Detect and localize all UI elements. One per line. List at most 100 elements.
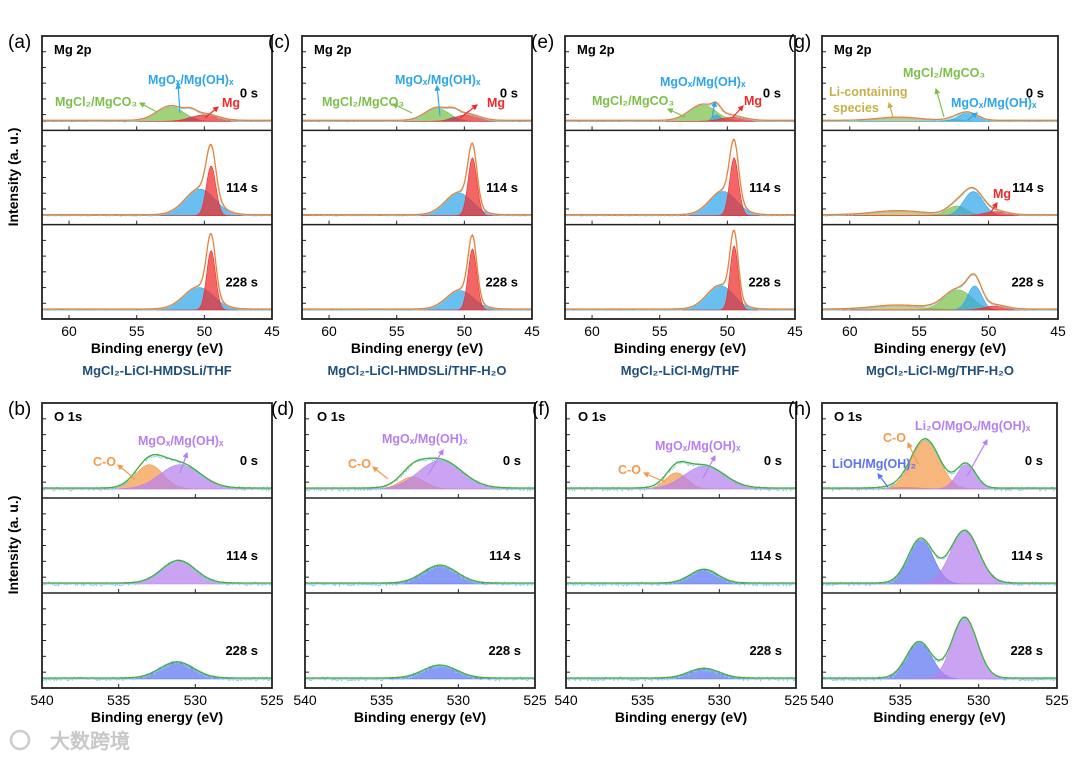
annotation-arrow: [967, 112, 978, 121]
subplot-114s: 114 s: [41, 497, 273, 593]
time-label: 114 s: [226, 548, 258, 563]
envelope-line: [305, 564, 535, 584]
annotation-arrow: [434, 84, 441, 117]
time-label: 228 s: [225, 274, 258, 289]
plot-frame: [564, 35, 796, 320]
annotation-arrow: [966, 438, 988, 477]
x-tick-label: 55: [389, 323, 405, 339]
plot-frame: [821, 35, 1059, 320]
annotation-arrow: [179, 451, 189, 474]
subplot-0s: 0 s: [41, 418, 273, 498]
peak-annotation: MgCl₂/MgCO₃: [55, 95, 137, 109]
annotation-arrow: [372, 466, 389, 480]
x-tick-label: 530: [967, 692, 991, 708]
x-tick-label: 525: [1045, 692, 1069, 708]
envelope-line: [566, 460, 796, 489]
subplot-114s: 114 s: [41, 129, 273, 225]
panel-d: (d) 0 s 114 s 228 s O 1s 540 535 530 525 Binding …: [271, 399, 547, 725]
y-axis-label: Intensity (a. u.): [5, 128, 21, 227]
x-tick-label: 535: [107, 692, 131, 708]
x-tick-label: 45: [787, 323, 803, 339]
envelope-line: [302, 233, 532, 310]
subplot-0s: 0 s: [564, 51, 796, 131]
peak-annotation: MgOₓ/Mg(OH)ₓ: [138, 434, 224, 448]
x-tick-label: 535: [631, 692, 655, 708]
time-label: 228 s: [485, 274, 518, 289]
x-tick-label: 45: [1050, 323, 1066, 339]
raw-data-line: [301, 143, 533, 217]
component-peak: [42, 287, 272, 311]
panel-e: (e) 0 s 114 s 228 s Mg 2p 60 55 50 45 Binding ene…: [531, 32, 803, 378]
x-tick-label: 540: [30, 692, 54, 708]
region-label: Mg 2p: [577, 42, 615, 57]
x-tick-label: 55: [129, 323, 145, 339]
time-label: 0 s: [240, 86, 258, 101]
plot-frame: [41, 402, 273, 689]
subplot-228s: 228 s: [564, 223, 796, 319]
subplot-114s: 114 s: [304, 497, 536, 593]
x-axis-label: Binding energy (eV): [615, 709, 747, 725]
x-axis-label: Binding energy (eV): [351, 340, 483, 356]
raw-data-line: [821, 615, 1058, 682]
x-tick-label: 525: [784, 692, 808, 708]
plot-frame: [821, 402, 1058, 689]
panel-label: (b): [8, 399, 31, 420]
subplot-114s: 114 s: [821, 129, 1059, 225]
x-tick-label: 530: [184, 692, 208, 708]
envelope-line: [566, 568, 796, 584]
plot-frame: [301, 35, 533, 320]
peak-annotation: MgOₓ/Mg(OH)ₓ: [655, 439, 741, 453]
component-peak: [822, 531, 1057, 585]
peak-annotation: C-O: [883, 431, 906, 445]
subplot-228s: 228 s: [304, 592, 536, 688]
subplot-228s: 228 s: [301, 223, 533, 319]
subplot-0s: 0 s: [304, 418, 536, 498]
subplot-228s: 228 s: [821, 223, 1059, 319]
peak-annotation: LiOH/Mg(OH)₂: [832, 457, 916, 471]
annotation-arrow: [711, 100, 718, 119]
x-axis-label: Binding energy (eV): [91, 709, 223, 725]
subplot-228s: 228 s: [565, 592, 797, 688]
peak-annotation: C-O: [93, 455, 116, 469]
component-peak: [305, 460, 535, 490]
x-axis-label: Binding energy (eV): [354, 709, 486, 725]
annotation-arrow: [887, 101, 894, 118]
panel-label: (a): [8, 32, 31, 53]
x-tick-label: 55: [911, 323, 927, 339]
time-label: 114 s: [1012, 180, 1044, 195]
envelope-line: [42, 453, 272, 489]
condition-title: MgCl₂-LiCl-Mg/THF: [621, 363, 739, 378]
envelope-line: [305, 664, 535, 679]
time-label: 114 s: [486, 180, 518, 195]
x-tick-label: 535: [889, 692, 913, 708]
envelope-line: [565, 229, 795, 310]
plot-frame: [304, 402, 536, 689]
region-label: O 1s: [54, 409, 82, 424]
x-tick-label: 60: [61, 323, 77, 339]
raw-data-line: [41, 453, 273, 492]
panel-label: (e): [531, 32, 554, 53]
panel-c: (c) 0 s 114 s 228 s Mg 2p 60 55 50 45 Binding ene…: [268, 32, 540, 378]
component-peak: [566, 465, 796, 490]
component-peak: [565, 285, 795, 311]
peak-annotation: Mg: [222, 96, 240, 110]
annotation-arrow: [391, 103, 413, 114]
raw-data-line: [564, 102, 796, 123]
x-axis-label: Binding energy (eV): [874, 340, 1006, 356]
panel-label: (c): [268, 32, 290, 53]
annotation-arrow: [990, 202, 998, 213]
envelope-line: [822, 186, 1058, 216]
component-peak: [301, 192, 533, 216]
time-label: 228 s: [749, 643, 782, 658]
raw-data-line: [41, 106, 273, 123]
annotation-arrow: [642, 472, 666, 483]
watermark-logo-icon: [9, 729, 31, 751]
peak-annotation: C-O: [348, 457, 371, 471]
component-peak: [301, 108, 533, 122]
raw-data-line: [821, 274, 1059, 311]
region-label: Mg 2p: [314, 42, 352, 57]
panel-label: (f): [532, 399, 550, 420]
envelope-line: [565, 101, 795, 121]
subplot-228s: 228 s: [41, 223, 273, 319]
panel-g: (g) 0 s 114 s 228 s Mg 2p 60 55 50 45 Binding ene…: [788, 32, 1066, 378]
